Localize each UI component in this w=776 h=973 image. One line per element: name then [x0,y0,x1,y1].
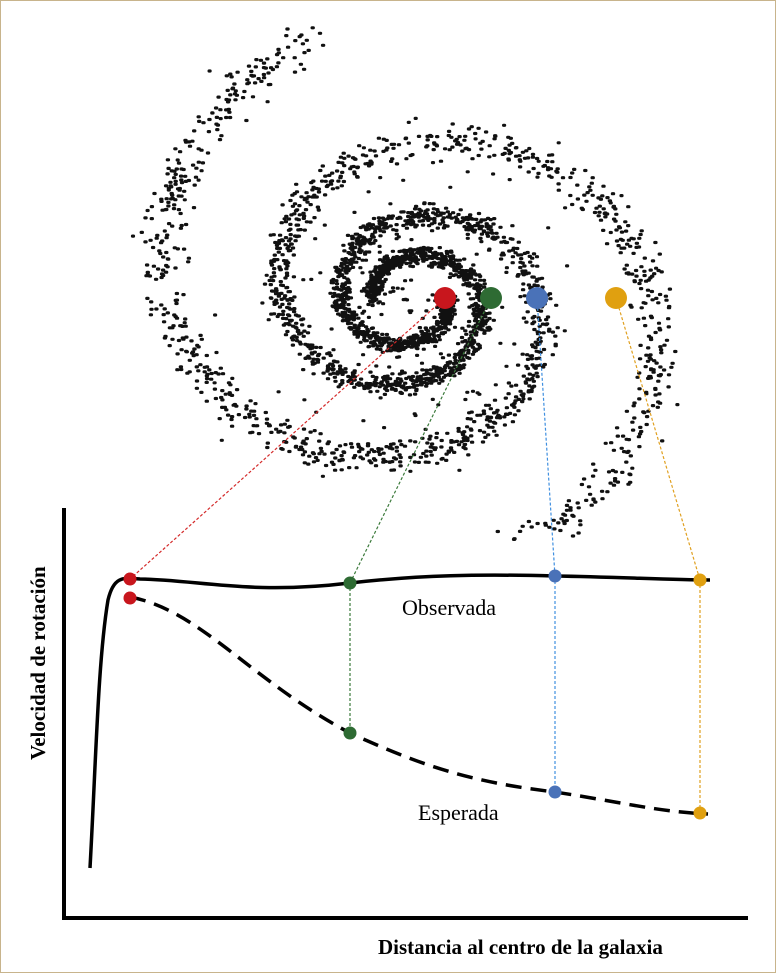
y-axis-label: Velocidad de rotación [26,566,50,760]
expected-label: Esperada [418,800,499,825]
observed-point-blue [548,569,562,583]
observed-curve [88,573,711,869]
galaxy-point-red [434,287,456,309]
connector-blue [536,297,556,577]
connector-orange [615,297,701,581]
expected-point-orange [693,806,707,820]
observed-label: Observada [402,595,496,620]
galaxy-point-blue [526,287,548,309]
x-axis-label: Distancia al centro de la galaxia [378,935,663,959]
connector-green [349,297,492,584]
connector-red [129,297,446,580]
observed-point-orange [693,573,707,587]
expected-point-red [123,591,137,605]
galaxy-stars [130,26,680,541]
galaxy-point-green [480,287,502,309]
expected-point-green [343,726,357,740]
observed-point-red [123,572,137,586]
expected-point-blue [548,785,562,799]
galaxy-point-orange [605,287,627,309]
galaxy [130,26,680,541]
observed-point-green [343,576,357,590]
